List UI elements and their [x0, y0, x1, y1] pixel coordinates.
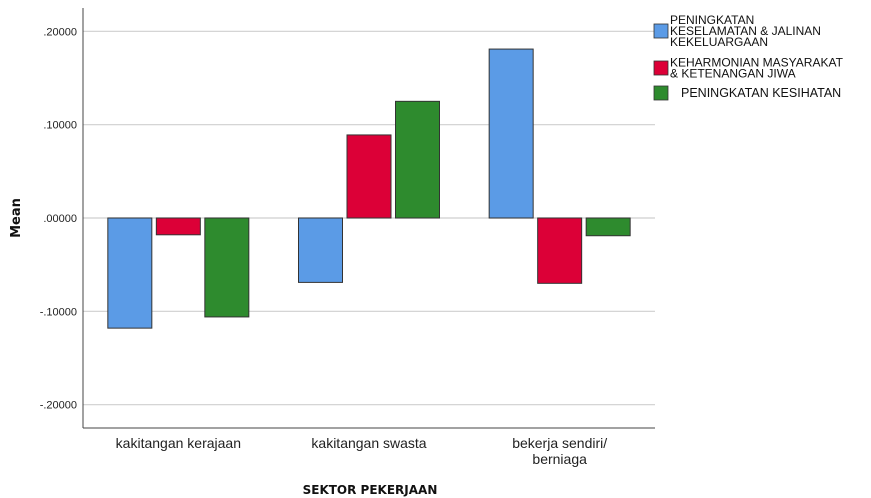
axes — [82, 8, 655, 429]
bar — [346, 134, 392, 219]
x-axis-title: SEKTOR PEKERJAAN — [303, 483, 438, 497]
legend-label: & KETENANGAN JIWA — [670, 67, 796, 81]
y-tick-label: -.20000 — [40, 400, 77, 412]
legend-label: KESELAMATAN & JALINAN — [670, 24, 821, 38]
y-tick-label: .20000 — [43, 26, 77, 38]
legend-swatch — [653, 85, 669, 101]
y-axis-title: Mean — [9, 198, 24, 238]
legend-swatch — [653, 60, 669, 76]
x-tick-label: berniaga — [532, 451, 587, 467]
bar — [488, 48, 534, 219]
bar — [155, 217, 201, 236]
x-tick-label: bekerja sendiri/ — [512, 435, 607, 451]
x-tick-label: kakitangan swasta — [311, 435, 426, 451]
legend-label: PENINGKATAN KESIHATAN — [681, 86, 841, 100]
bars — [107, 48, 631, 329]
legend-label: KEKELUARGAAN — [670, 35, 768, 49]
bar — [204, 217, 250, 318]
bar — [395, 100, 440, 219]
x-tick-label: kakitangan kerajaan — [116, 435, 241, 451]
bar — [107, 217, 153, 329]
bar — [298, 217, 343, 283]
y-tick-label: .00000 — [43, 213, 77, 225]
legend-label: KEHARMONIAN MASYARAKAT — [670, 56, 844, 70]
y-tick-label: .10000 — [43, 120, 77, 132]
bar — [537, 217, 583, 284]
legend-label: PENINGKATAN — [670, 13, 754, 27]
legend-swatch — [653, 23, 669, 39]
y-tick-label: -.10000 — [40, 306, 77, 318]
y-tick-labels: .20000 .10000 .00000 -.10000 -.20000 — [40, 26, 77, 411]
bar — [585, 217, 631, 237]
x-tick-labels: kakitangan kerajaan kakitangan swasta beke… — [116, 435, 608, 467]
